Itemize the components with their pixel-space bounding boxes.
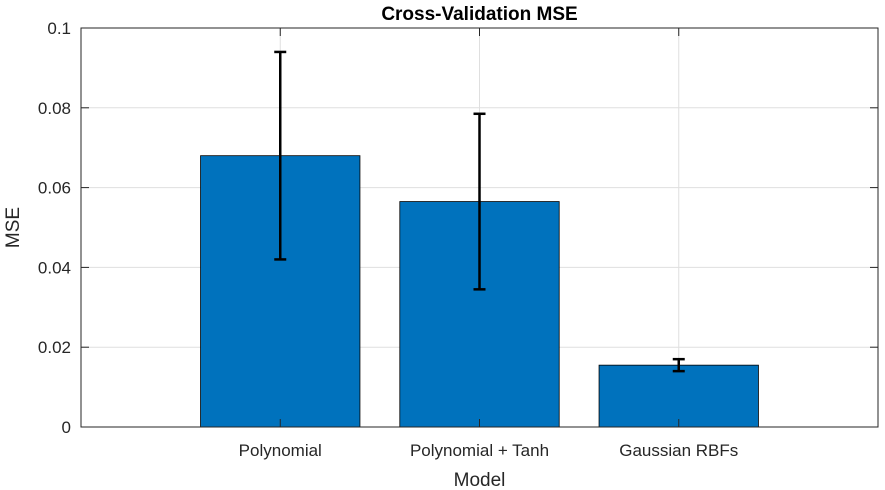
bar — [598, 364, 759, 428]
y-tick-label: 0.1 — [47, 19, 71, 38]
y-tick-label: 0.08 — [38, 99, 71, 118]
x-axis-label: Model — [454, 470, 506, 490]
error-bars — [274, 50, 685, 373]
y-tick-label: 0.02 — [38, 338, 71, 357]
x-tick-label: Gaussian RBFs — [619, 441, 738, 460]
x-tick-label: Polynomial — [239, 441, 322, 460]
y-tick-label: 0.04 — [38, 258, 71, 277]
y-tick-label: 0 — [62, 418, 71, 437]
error-bar — [672, 357, 685, 373]
y-tick-label: 0.06 — [38, 179, 71, 198]
y-axis-ticks: 0 0.02 0.04 0.06 0.08 0.1 — [38, 19, 878, 437]
error-bar — [473, 112, 486, 291]
x-axis-ticks: Polynomial Polynomial + Tanh Gaussian RBFs — [239, 28, 738, 460]
chart-title: Cross-Validation MSE — [381, 4, 577, 25]
y-axis-label: MSE — [3, 207, 24, 248]
x-tick-label: Polynomial + Tanh — [410, 441, 549, 460]
error-bar — [274, 50, 287, 261]
